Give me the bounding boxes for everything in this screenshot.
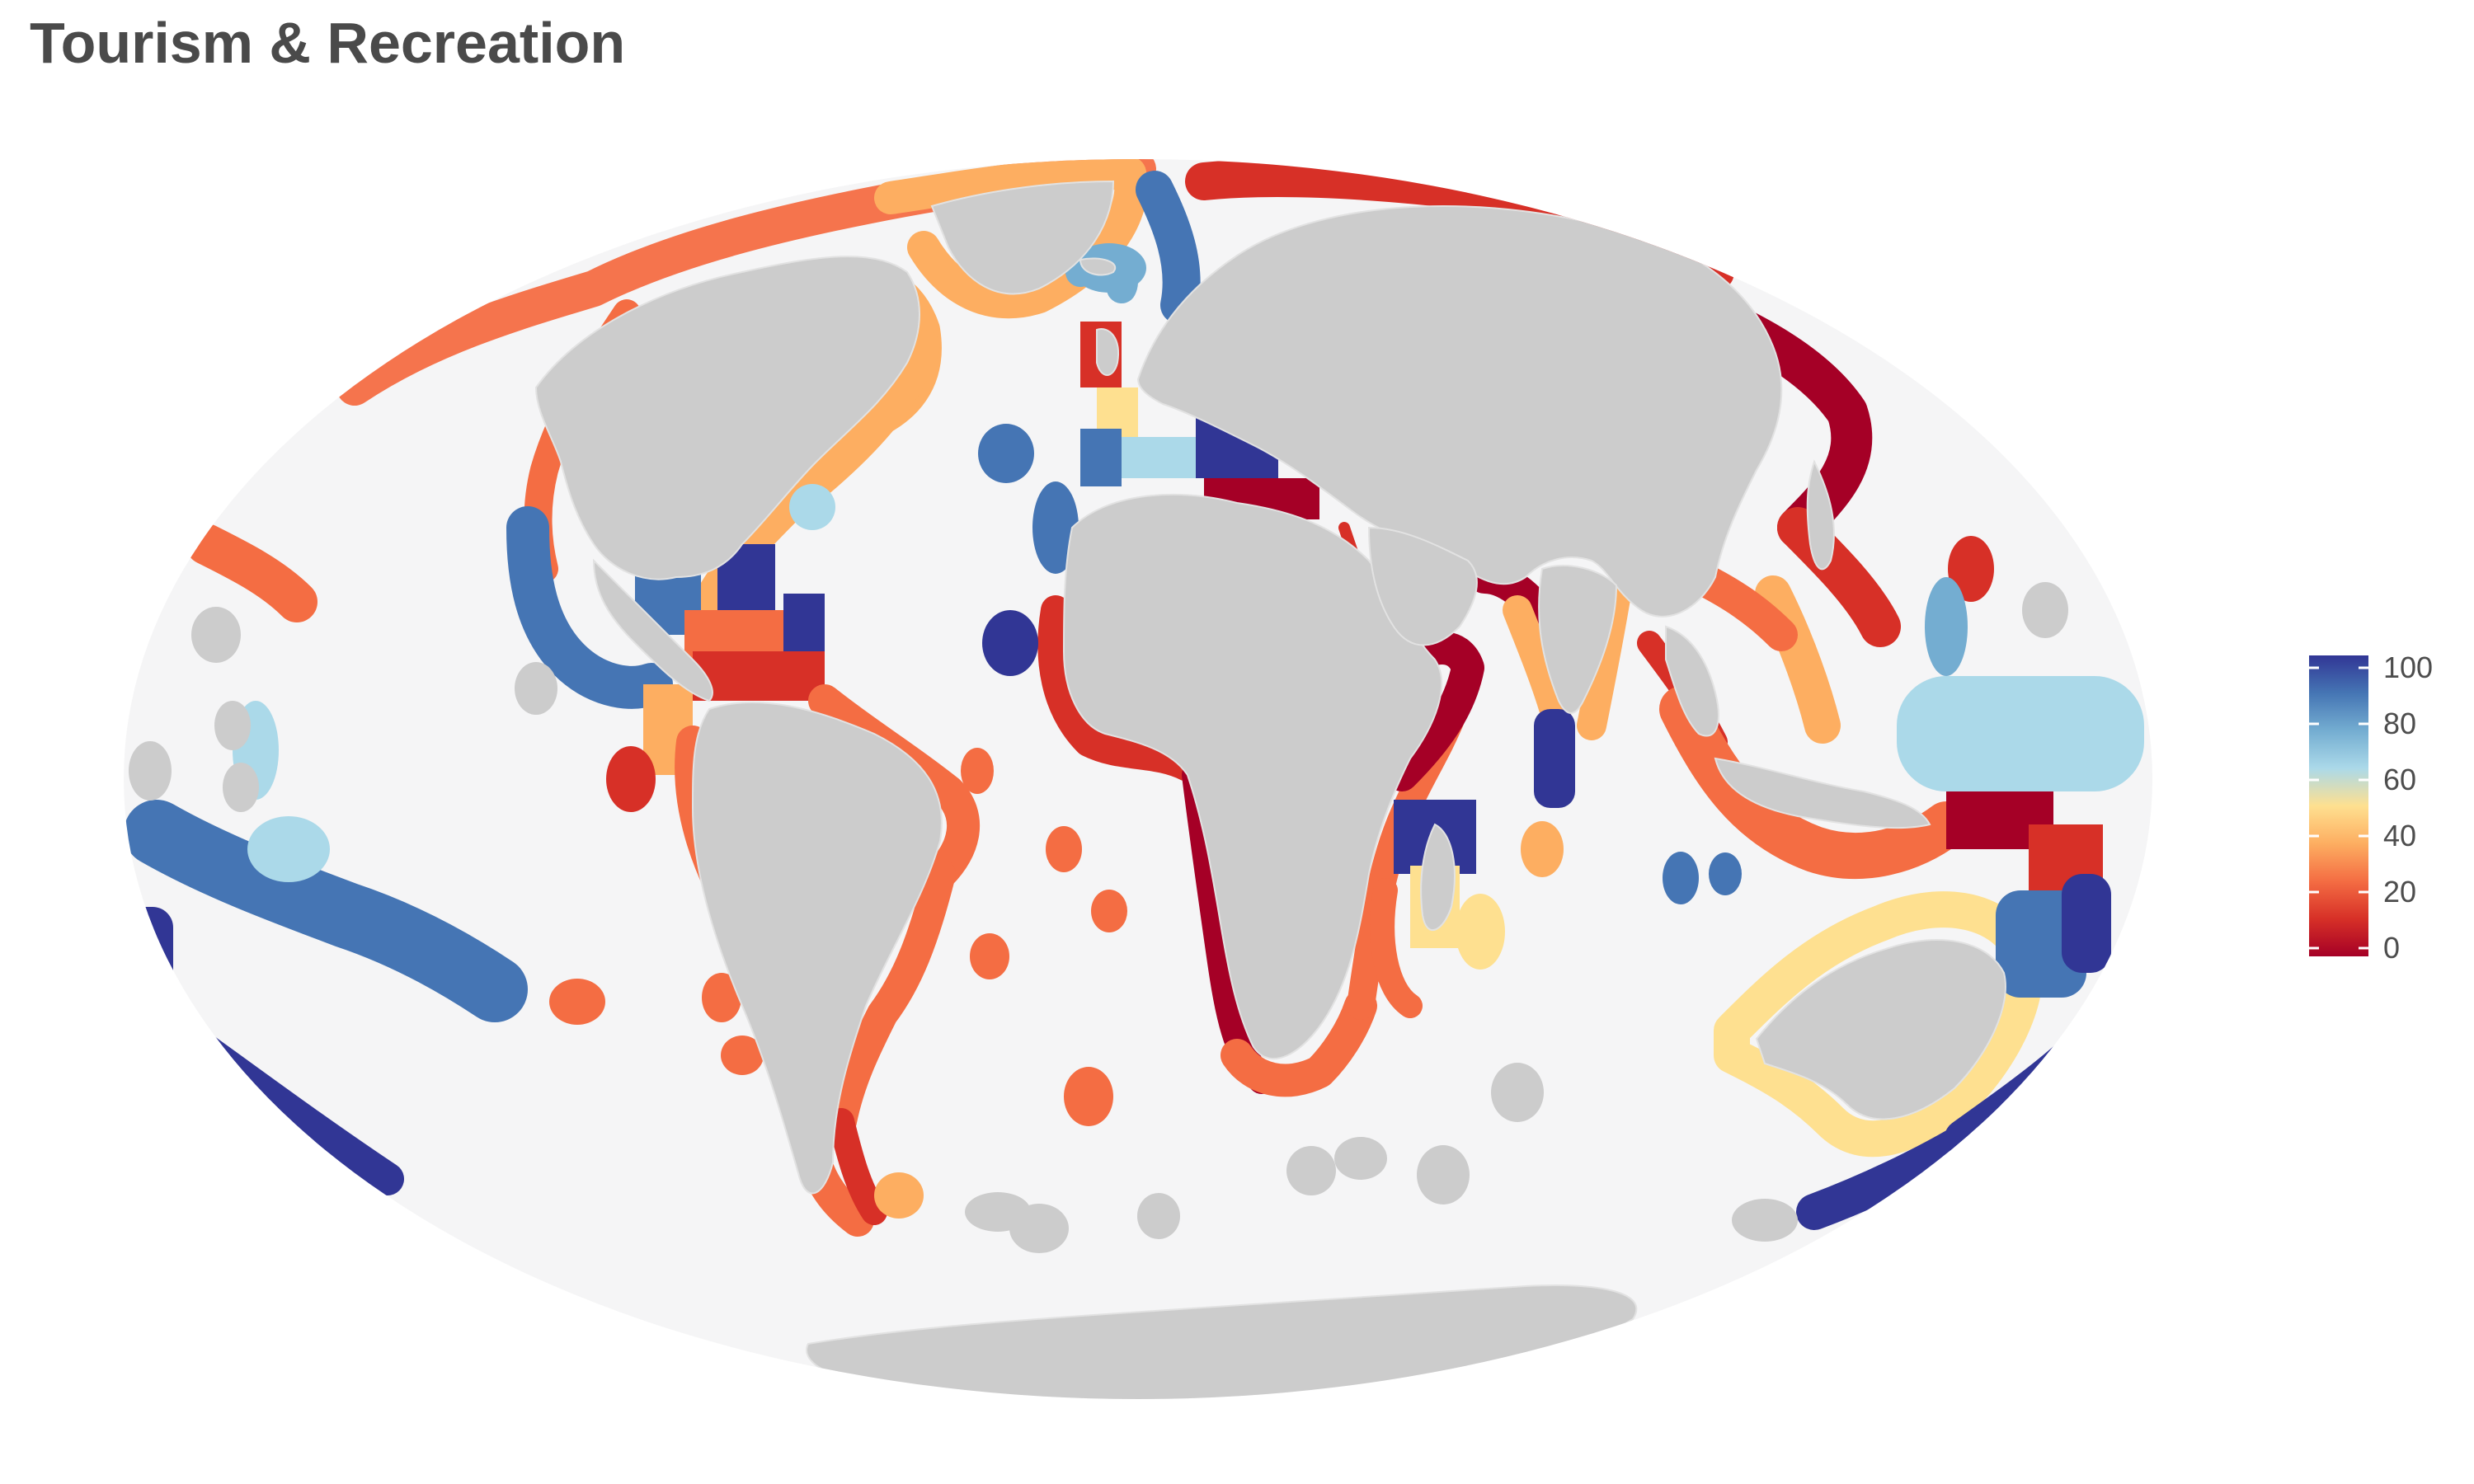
island-south-indian-1 [1286, 1146, 1336, 1195]
region-maldives [1534, 709, 1575, 808]
legend-color-bar [2309, 655, 2368, 956]
land-greenland [930, 180, 1115, 295]
region-horn-africa [1385, 632, 1484, 791]
island-south-indian-3 [1417, 1145, 1470, 1205]
region-galapagos [606, 746, 656, 812]
island-pacific-gray-4 [223, 763, 259, 812]
region-st-helena [1046, 826, 1082, 872]
region-tonga [124, 907, 173, 1022]
region-sa-east [825, 858, 956, 1137]
island-south-indian-2 [1334, 1137, 1387, 1180]
region-sa-south [828, 1108, 887, 1225]
region-azores [978, 424, 1034, 483]
region-mexico-pacific [506, 506, 673, 709]
region-ascension [1091, 890, 1127, 932]
legend-tick-80: 80 [2383, 707, 2417, 740]
region-kamchatka-isle [1948, 536, 1994, 602]
legend-tick-100: 100 [2383, 650, 2434, 684]
legend-tick-0: 0 [2383, 931, 2401, 965]
island-pacific-gray-2 [515, 662, 557, 715]
land-eurasia [1136, 204, 1783, 618]
island-pacific-gray-1 [191, 607, 241, 663]
region-norway [1136, 171, 1201, 324]
region-iberia [1080, 429, 1122, 486]
island-pacific-north [2022, 582, 2068, 638]
region-micronesia [1897, 676, 2144, 791]
land-north-america [534, 256, 920, 580]
legend-tick-60: 60 [2383, 763, 2417, 796]
land-iceland [1079, 257, 1117, 276]
land-southeast-asia [1665, 625, 1719, 737]
region-cape-verde [982, 610, 1038, 676]
region-australia [1714, 891, 2044, 1158]
region-hawaii [186, 524, 317, 622]
region-pacific-atoll [247, 816, 330, 882]
region-falklands [874, 1172, 924, 1219]
region-christmas [1709, 852, 1742, 895]
no-data-islands [129, 582, 2068, 1253]
island-south-indian-4 [1491, 1063, 1544, 1122]
region-mauritius [1456, 894, 1505, 970]
land-australia [1755, 939, 2006, 1120]
legend-tick-marks [2309, 666, 2368, 950]
region-bering [2062, 280, 2144, 330]
land-madagascar [1420, 823, 1456, 932]
region-sa-islands-1 [702, 973, 741, 1022]
land-central-america [592, 558, 713, 702]
land-japan [1806, 459, 1835, 571]
region-sa-islands-2 [721, 1036, 764, 1075]
region-tristan [970, 933, 1009, 979]
region-bermuda [789, 484, 835, 530]
region-vanuatu [2062, 874, 2111, 973]
map-title: Tourism & Recreation [30, 11, 626, 75]
island-south-atlantic-3 [1137, 1193, 1180, 1239]
legend-tick-20: 20 [2383, 875, 2417, 909]
island-pacific-gray-3 [214, 701, 251, 750]
region-madagascar-west [1370, 878, 1423, 1018]
legend-tick-40: 40 [2383, 819, 2417, 852]
region-greenland [874, 159, 1148, 319]
land-arabia [1367, 526, 1478, 646]
region-juan-fernandez [549, 979, 605, 1025]
land-india [1538, 565, 1618, 714]
island-pacific-gray-5 [129, 741, 172, 801]
region-sea-islands [1659, 686, 1969, 880]
island-sub-antarctic [1732, 1199, 1798, 1242]
region-south-africa [1221, 989, 1377, 1097]
coastal-scores [124, 159, 2144, 1237]
region-philippines [1755, 575, 1841, 744]
land-africa [1062, 494, 1442, 1060]
region-polynesia [124, 800, 528, 1022]
region-marianas [1925, 577, 1968, 676]
region-south-georgia [1064, 1067, 1113, 1126]
region-caribbean-5 [693, 651, 825, 701]
region-west-africa [1037, 595, 1202, 782]
land-south-america [691, 701, 943, 1195]
region-canary [1032, 481, 1079, 574]
region-chagos [1521, 821, 1564, 877]
land-british-isles [1096, 328, 1119, 376]
region-cocos [1663, 852, 1699, 904]
region-mediterranean-west [1122, 437, 1196, 478]
island-south-atlantic-2 [1009, 1204, 1069, 1253]
land-indonesia [1714, 757, 1931, 829]
region-fernando [961, 748, 994, 794]
map-regions [124, 159, 2144, 1399]
land-masses [534, 180, 2079, 1399]
